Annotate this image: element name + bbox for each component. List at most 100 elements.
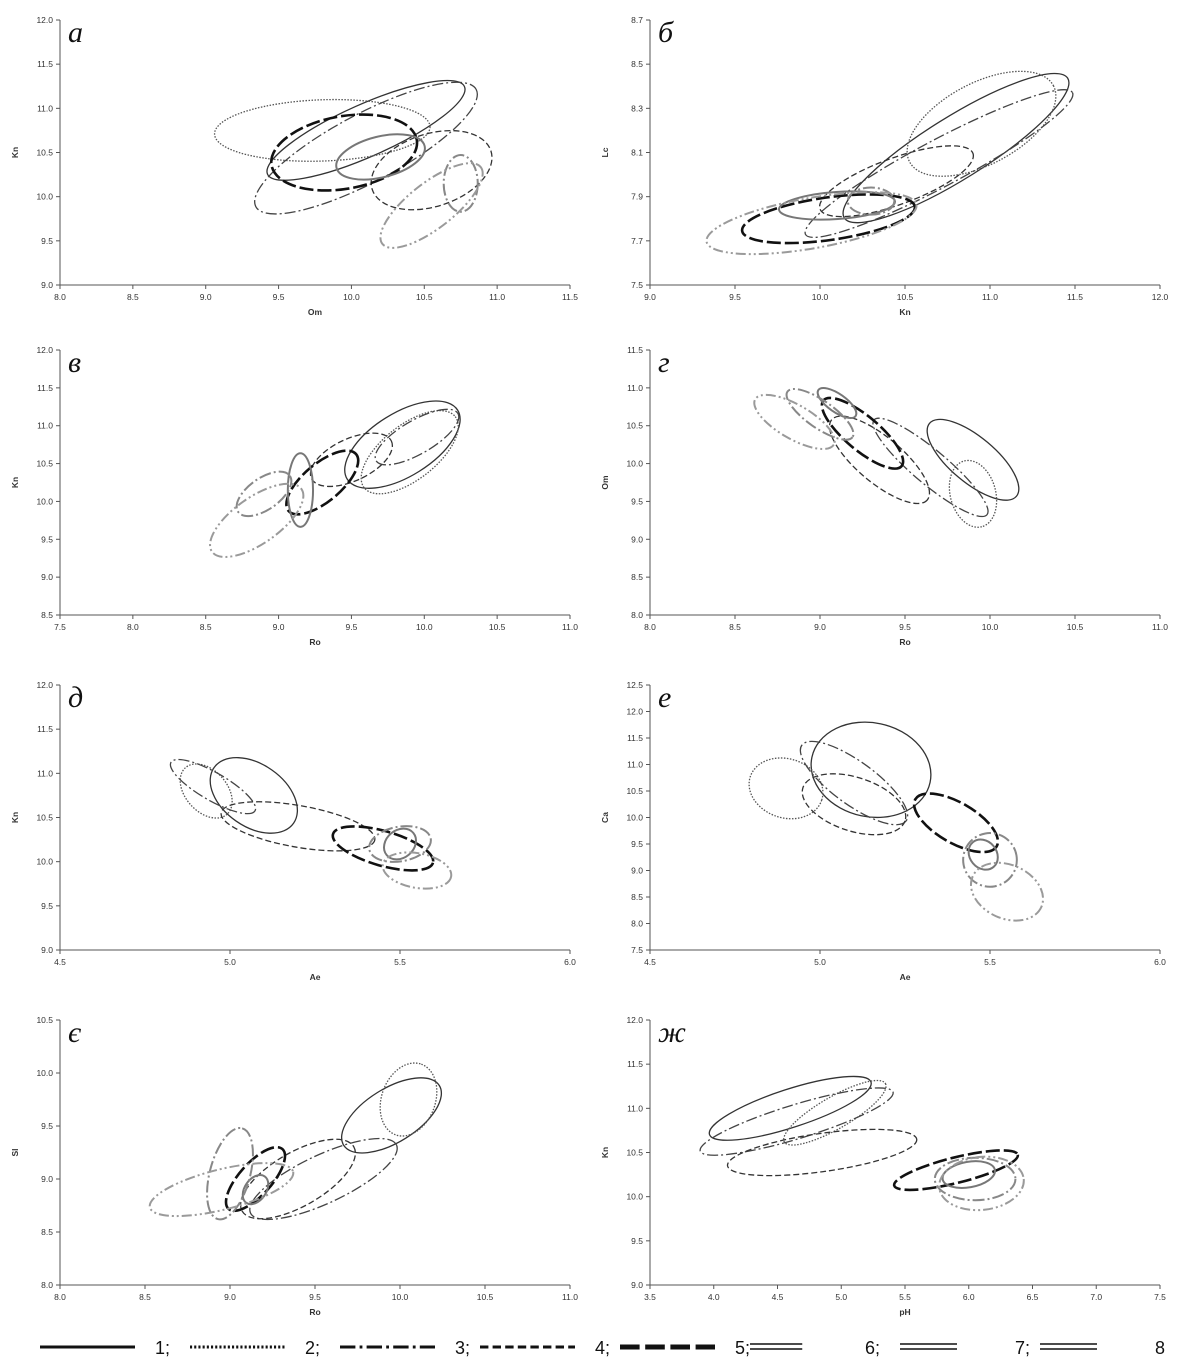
y-axis-title: Kn <box>10 477 20 488</box>
y-tick-label: 12.0 <box>626 1015 643 1025</box>
chart-svg: 9.0 9.5 10.0 10.5 11.0 11.5 12.0 7.5 7.7 7.9 8.1 8.… <box>600 15 1169 317</box>
y-tick-label: 7.9 <box>631 192 643 202</box>
group-ellipse-1 <box>344 400 461 489</box>
x-tick-label: 9.5 <box>346 622 358 632</box>
x-tick-label: 8.5 <box>139 1292 151 1302</box>
y-tick-label: 10.5 <box>626 786 643 796</box>
legend-label: 2; <box>305 1338 320 1358</box>
group-ellipse-3 <box>374 408 460 466</box>
group-ellipse-8 <box>705 191 918 256</box>
group-ellipse-4 <box>818 145 975 218</box>
x-axis-title: Om <box>308 307 323 317</box>
y-tick-label: 11.0 <box>627 383 643 393</box>
y-tick-label: 11.5 <box>37 724 53 734</box>
x-tick-label: 11.5 <box>1067 292 1083 302</box>
y-tick-label: 9.5 <box>631 839 643 849</box>
group-ellipse-2 <box>213 98 431 162</box>
chart-panel: е 4.5 5.0 5.5 6.0 7.5 8.0 8.5 9.0 9.5 10.0 10.5 11.0… <box>590 665 1180 990</box>
group-ellipse-6 <box>816 387 858 419</box>
chart-panel: є 8.0 8.5 9.0 9.5 10.0 10.5 11.0 8.0 8.5 9.0 9.5 10.… <box>0 1000 590 1325</box>
group-ellipse-4 <box>309 432 394 488</box>
y-tick-label: 12.0 <box>626 707 643 717</box>
x-tick-label: 4.0 <box>708 1292 720 1302</box>
x-axis-title: Ae <box>900 972 911 982</box>
x-tick-label: 11.0 <box>1152 622 1168 632</box>
panel-letter: а <box>68 16 83 49</box>
x-tick-label: 7.0 <box>1090 1292 1102 1302</box>
panel-letter: є <box>68 1016 82 1049</box>
legend-label: 1; <box>155 1338 170 1358</box>
group-ellipse-1 <box>926 418 1020 501</box>
x-axis-title: Ro <box>309 1307 320 1317</box>
y-tick-label: 11.5 <box>627 345 643 355</box>
legend: 1; 2; 3; 4; 5; 6; 7; 8 <box>40 1338 1165 1358</box>
y-tick-label: 7.7 <box>631 236 643 246</box>
group-ellipse-1 <box>266 79 466 181</box>
x-tick-label: 5.5 <box>394 957 406 967</box>
x-tick-label: 10.0 <box>812 292 829 302</box>
y-tick-label: 9.0 <box>41 1174 53 1184</box>
group-ellipse-8 <box>969 861 1045 922</box>
x-tick-label: 4.5 <box>644 957 656 967</box>
x-tick-label: 9.0 <box>224 1292 236 1302</box>
group-ellipse-4 <box>220 801 376 852</box>
y-tick-label: 9.0 <box>631 1280 643 1290</box>
x-tick-label: 11.0 <box>489 292 505 302</box>
y-tick-label: 10.0 <box>36 1068 53 1078</box>
group-ellipse-8 <box>379 162 484 249</box>
group-ellipse-6 <box>335 133 426 181</box>
y-tick-label: 11.0 <box>37 421 53 431</box>
x-tick-label: 7.5 <box>54 622 66 632</box>
y-tick-label: 9.0 <box>41 945 53 955</box>
legend-entry: 3; <box>340 1338 470 1358</box>
x-tick-label: 10.5 <box>897 292 914 302</box>
y-tick-label: 11.5 <box>627 733 643 743</box>
y-tick-label: 8.0 <box>631 919 643 929</box>
y-tick-label: 8.7 <box>631 15 643 25</box>
group-ellipse-6 <box>941 1160 996 1189</box>
x-tick-label: 9.0 <box>200 292 212 302</box>
y-tick-label: 10.5 <box>36 148 53 158</box>
x-tick-label: 9.0 <box>644 292 656 302</box>
x-tick-label: 8.5 <box>729 622 741 632</box>
y-tick-label: 8.5 <box>631 572 643 582</box>
x-tick-label: 9.0 <box>273 622 285 632</box>
group-ellipse-3 <box>799 740 909 826</box>
group-ellipse-5 <box>331 825 435 872</box>
y-axis-title: Kn <box>10 147 20 158</box>
y-tick-label: 10.5 <box>36 1015 53 1025</box>
group-ellipse-7 <box>962 832 1018 888</box>
x-axis-title: Kn <box>899 307 910 317</box>
x-tick-label: 10.5 <box>489 622 506 632</box>
y-tick-label: 9.5 <box>631 1236 643 1246</box>
group-ellipse-6 <box>241 1174 270 1206</box>
y-tick-label: 10.5 <box>626 421 643 431</box>
y-tick-label: 10.5 <box>626 1148 643 1158</box>
y-tick-label: 8.5 <box>41 610 53 620</box>
y-tick-label: 10.0 <box>36 857 53 867</box>
group-ellipse-1 <box>810 721 932 819</box>
group-ellipse-3 <box>249 1137 398 1221</box>
y-tick-label: 9.5 <box>41 1121 53 1131</box>
panel-letter: г <box>658 346 670 379</box>
x-tick-label: 10.5 <box>1067 622 1084 632</box>
group-ellipse-3 <box>169 758 257 815</box>
y-tick-label: 9.0 <box>631 534 643 544</box>
y-tick-label: 9.0 <box>631 866 643 876</box>
x-axis-title: Ro <box>309 637 320 647</box>
y-tick-label: 11.0 <box>627 1103 643 1113</box>
chart-svg: 8.0 8.5 9.0 9.5 10.0 10.5 11.0 11.5 9.0 9.5 10.0 10… <box>10 15 578 317</box>
group-ellipse-3 <box>699 1087 894 1156</box>
chart-panel: в 7.5 8.0 8.5 9.0 9.5 10.0 10.5 11.0 8.5 9.0 9.5 10.… <box>0 330 590 655</box>
legend-label: 4; <box>595 1338 610 1358</box>
group-ellipse-1 <box>708 1075 872 1141</box>
x-tick-label: 5.5 <box>899 1292 911 1302</box>
group-ellipse-7 <box>368 825 432 863</box>
y-axis-title: Om <box>600 475 610 490</box>
chart-panel: д 4.5 5.0 5.5 6.0 9.0 9.5 10.0 10.5 11.0 11.5 12.0 A… <box>0 665 590 990</box>
group-ellipse-7 <box>846 186 896 216</box>
group-ellipse-8 <box>209 482 305 558</box>
x-tick-label: 6.0 <box>564 957 576 967</box>
group-ellipse-4 <box>726 1128 918 1177</box>
group-ellipse-5 <box>269 113 419 192</box>
